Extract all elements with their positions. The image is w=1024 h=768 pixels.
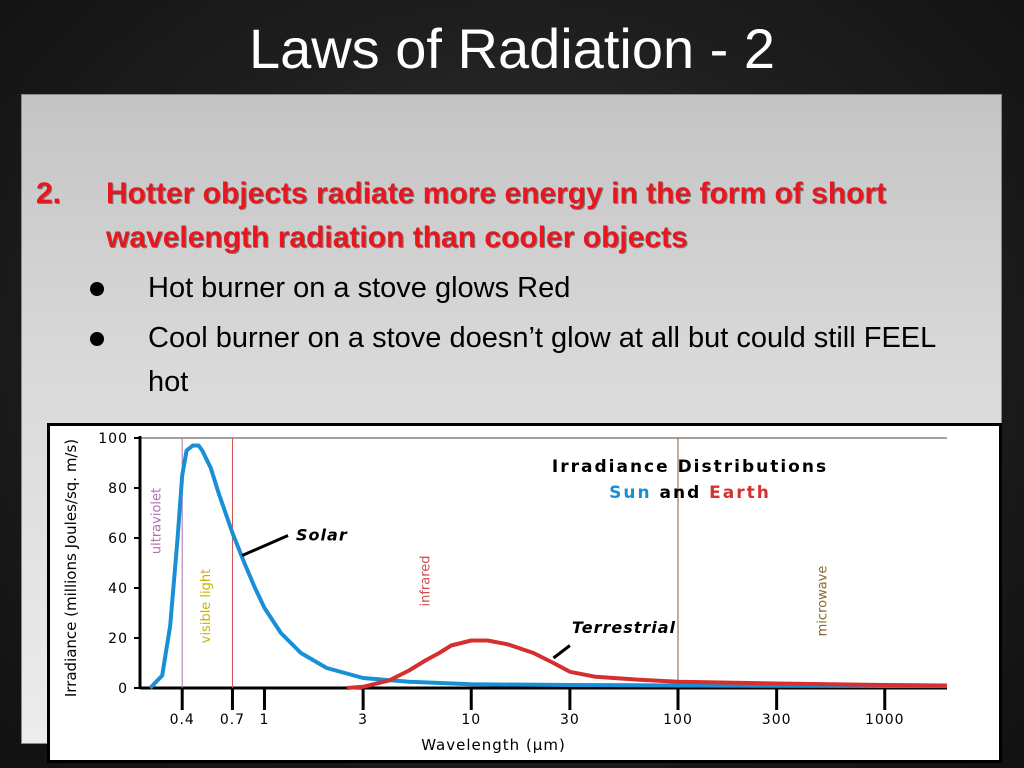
y-tick-label: 40 — [108, 581, 128, 597]
series-line-terrestrial — [346, 638, 948, 690]
slide-title: Laws of Radiation - 2 — [248, 17, 776, 80]
bullet-dot-icon — [90, 282, 104, 296]
y-tick-label: 80 — [108, 481, 128, 497]
solar-pointer-line — [241, 534, 289, 557]
point-text: Hotter objects radiate more energy in th… — [106, 177, 887, 254]
terrestrial-pointer-line — [552, 644, 571, 660]
x-tick-label: 30 — [560, 712, 580, 728]
x-tick-label: 0.7 — [220, 712, 245, 728]
x-tick-label: 10 — [461, 712, 481, 728]
chart-frame: 0 20 40 60 80 100 0.4 0.7 1 3 10 30 100 300 1000 ultra… — [47, 423, 1002, 763]
y-tick-label: 60 — [108, 531, 128, 547]
region-label: microwave — [816, 566, 831, 637]
x-tick-label: 3 — [358, 712, 368, 728]
x-tick-label: 100 — [663, 712, 693, 728]
x-tick-label: 300 — [762, 712, 792, 728]
x-axis-label: Wavelength (µm) — [421, 736, 566, 754]
chart-subtitle: Sun and Earth — [609, 483, 771, 503]
region-label: infrared — [418, 555, 433, 606]
region-label: ultraviolet — [149, 488, 164, 554]
region-label: visible light — [199, 569, 214, 644]
solar-series-label: Solar — [296, 526, 348, 545]
subtitle-part: and — [652, 483, 702, 503]
series-line-solar — [148, 443, 947, 690]
chart-title: Irradiance Distributions — [552, 457, 828, 477]
y-tick-label: 100 — [98, 431, 128, 447]
y-tick-label: 20 — [108, 631, 128, 647]
x-tick-label: 1 — [260, 712, 270, 728]
x-tick-label: 1000 — [865, 712, 905, 728]
y-axis-label: Irradiance (millions Joules/sq. m/s) — [62, 439, 80, 697]
subtitle-part: Earth — [701, 483, 771, 503]
bullet-text: Cool burner on a stove doesn’t glow at a… — [148, 322, 936, 398]
subtitle-part: Sun — [609, 483, 651, 503]
bullet-dot-icon — [90, 332, 104, 346]
bullet-text: Hot burner on a stove glows Red — [148, 272, 571, 304]
x-tick-label: 0.4 — [170, 712, 195, 728]
point-number: 2. — [36, 177, 62, 210]
y-tick-label: 0 — [118, 681, 128, 697]
terrestrial-series-label: Terrestrial — [572, 618, 676, 637]
irradiance-chart: 0 20 40 60 80 100 0.4 0.7 1 3 10 30 100 300 1000 ultra… — [50, 426, 999, 760]
